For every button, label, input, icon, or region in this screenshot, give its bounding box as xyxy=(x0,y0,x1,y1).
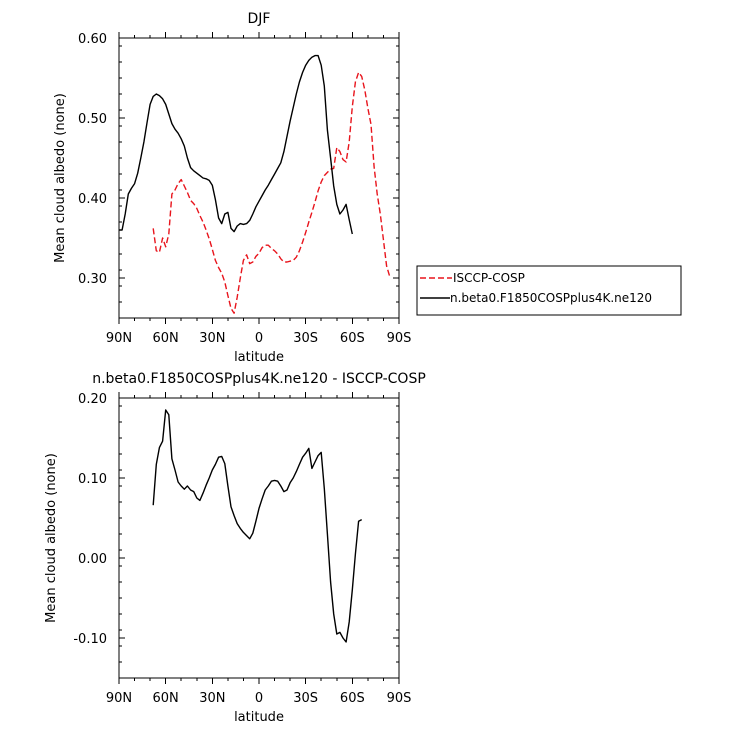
legend-box xyxy=(416,265,682,316)
top-plot-x-tick-label: 30S xyxy=(293,331,318,346)
top-plot-y-axis-label: Mean cloud albedo (none) xyxy=(53,93,68,263)
bottom-plot-series-line-difference xyxy=(152,409,363,643)
top-plot-x-tick-label: 90N xyxy=(106,331,132,346)
bottom-plot-x-tick-label: 90N xyxy=(106,691,132,706)
bottom-plot-x-ticks: 90N 60N 30N 0 30S 60S 90S xyxy=(106,392,412,706)
bottom-plot-x-axis-label: latitude xyxy=(234,710,284,725)
top-plot-y-tick-label: 0.60 xyxy=(78,32,107,47)
top-plot-panel: DJF 0.30 0.40 0.50 0.60 90N 60N 30N 0 30S 60S 90S… xyxy=(53,11,411,365)
bottom-plot-x-tick-label: 60N xyxy=(153,691,179,706)
top-plot-frame xyxy=(118,37,400,319)
top-plot-x-tick-label: 30N xyxy=(199,331,225,346)
top-plot-y-ticks: 0.30 0.40 0.50 0.60 xyxy=(78,32,399,319)
top-plot-x-tick-label: 60N xyxy=(153,331,179,346)
bottom-plot-y-tick-label: 0.10 xyxy=(78,472,107,487)
legend-label-isccp-cosp: ISCCP-COSP xyxy=(453,271,525,285)
top-plot-x-axis-label: latitude xyxy=(234,350,284,365)
top-plot-x-tick-label: 0 xyxy=(255,331,263,346)
top-plot-x-ticks: 90N 60N 30N 0 30S 60S 90S xyxy=(106,32,412,346)
legend-label-model: n.beta0.F1850COSPplus4K.ne120 xyxy=(450,291,652,305)
top-plot-y-tick-label: 0.40 xyxy=(78,192,107,207)
bottom-plot-y-tick-label: 0.00 xyxy=(78,552,107,567)
bottom-plot-x-tick-label: 0 xyxy=(255,691,263,706)
top-plot-y-tick-label: 0.50 xyxy=(78,112,107,127)
bottom-plot-y-tick-label: 0.20 xyxy=(78,392,107,407)
legend: ISCCP-COSP n.beta0.F1850COSPplus4K.ne120 xyxy=(416,265,682,316)
bottom-plot-x-tick-label: 30S xyxy=(293,691,318,706)
top-plot-series xyxy=(119,54,391,314)
bottom-plot-x-tick-label: 30N xyxy=(199,691,225,706)
bottom-plot-y-ticks: -0.10 0.00 0.10 0.20 xyxy=(73,392,399,679)
top-plot-x-tick-label: 90S xyxy=(387,331,412,346)
bottom-plot-y-axis-label: Mean cloud albedo (none) xyxy=(44,453,59,623)
bottom-plot-x-tick-label: 60S xyxy=(340,691,365,706)
bottom-plot-y-tick-label: -0.10 xyxy=(73,632,107,647)
top-plot-series-line-isccp-cosp xyxy=(152,71,391,314)
bottom-plot-panel: n.beta0.F1850COSPplus4K.ne120 - ISCCP-CO… xyxy=(44,371,426,725)
top-plot-series-line-n-beta0-f1850cospplus4k-ne120 xyxy=(119,54,353,235)
top-plot-x-tick-label: 60S xyxy=(340,331,365,346)
bottom-plot-x-tick-label: 90S xyxy=(387,691,412,706)
bottom-plot-title: n.beta0.F1850COSPplus4K.ne120 - ISCCP-CO… xyxy=(92,371,426,387)
top-plot-title: DJF xyxy=(248,11,271,27)
top-plot-y-tick-label: 0.30 xyxy=(78,272,107,287)
bottom-plot-series xyxy=(152,409,363,643)
